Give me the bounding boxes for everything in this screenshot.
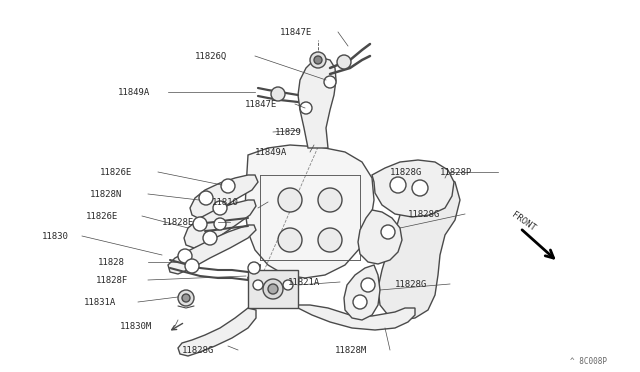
- Circle shape: [278, 188, 302, 212]
- Text: FRONT: FRONT: [510, 210, 537, 233]
- Polygon shape: [248, 270, 298, 308]
- Circle shape: [271, 87, 285, 101]
- Text: ^ 8C008P: ^ 8C008P: [570, 357, 607, 366]
- Circle shape: [361, 278, 375, 292]
- Text: 11828G: 11828G: [395, 280, 428, 289]
- Text: 11829: 11829: [275, 128, 302, 137]
- Text: 11828: 11828: [98, 258, 125, 267]
- Text: 11849A: 11849A: [255, 148, 287, 157]
- Text: 11847E: 11847E: [245, 100, 277, 109]
- Text: 11828G: 11828G: [408, 210, 440, 219]
- Circle shape: [185, 259, 199, 273]
- Circle shape: [314, 56, 322, 64]
- Circle shape: [337, 55, 351, 69]
- Circle shape: [324, 76, 336, 88]
- Polygon shape: [298, 305, 415, 330]
- Polygon shape: [344, 265, 380, 320]
- Polygon shape: [374, 168, 460, 320]
- Text: 11828F: 11828F: [96, 276, 128, 285]
- Circle shape: [182, 294, 190, 302]
- Circle shape: [214, 218, 226, 230]
- Circle shape: [318, 188, 342, 212]
- Text: 11849A: 11849A: [118, 88, 150, 97]
- Circle shape: [353, 295, 367, 309]
- Circle shape: [278, 228, 302, 252]
- Circle shape: [203, 231, 217, 245]
- Circle shape: [248, 262, 260, 274]
- Text: 11821A: 11821A: [288, 278, 320, 287]
- Polygon shape: [168, 225, 256, 274]
- Polygon shape: [372, 160, 454, 217]
- Polygon shape: [178, 308, 256, 356]
- Circle shape: [199, 191, 213, 205]
- Text: 11828E: 11828E: [162, 218, 195, 227]
- Text: 11826Q: 11826Q: [195, 52, 227, 61]
- Text: 11828P: 11828P: [440, 168, 472, 177]
- Circle shape: [310, 52, 326, 68]
- Circle shape: [178, 290, 194, 306]
- Text: 11847E: 11847E: [280, 28, 312, 37]
- Text: 11828N: 11828N: [90, 190, 122, 199]
- Text: 11830: 11830: [42, 232, 69, 241]
- Text: 11810: 11810: [212, 198, 239, 207]
- Text: 11830M: 11830M: [120, 322, 152, 331]
- Polygon shape: [298, 58, 336, 148]
- Circle shape: [412, 180, 428, 196]
- Circle shape: [300, 102, 312, 114]
- Text: 11826E: 11826E: [86, 212, 118, 221]
- Polygon shape: [245, 145, 374, 278]
- Circle shape: [193, 217, 207, 231]
- Text: 11828G: 11828G: [182, 346, 214, 355]
- Circle shape: [381, 225, 395, 239]
- Circle shape: [268, 284, 278, 294]
- Polygon shape: [190, 175, 258, 218]
- Circle shape: [318, 228, 342, 252]
- Circle shape: [283, 280, 293, 290]
- Text: 11831A: 11831A: [84, 298, 116, 307]
- Polygon shape: [358, 210, 402, 264]
- Polygon shape: [184, 200, 256, 248]
- Circle shape: [178, 249, 192, 263]
- Circle shape: [221, 179, 235, 193]
- Circle shape: [213, 201, 227, 215]
- Text: 11828G: 11828G: [390, 168, 422, 177]
- Text: 11826E: 11826E: [100, 168, 132, 177]
- Circle shape: [263, 279, 283, 299]
- Circle shape: [253, 280, 263, 290]
- Circle shape: [390, 177, 406, 193]
- Text: 11828M: 11828M: [335, 346, 367, 355]
